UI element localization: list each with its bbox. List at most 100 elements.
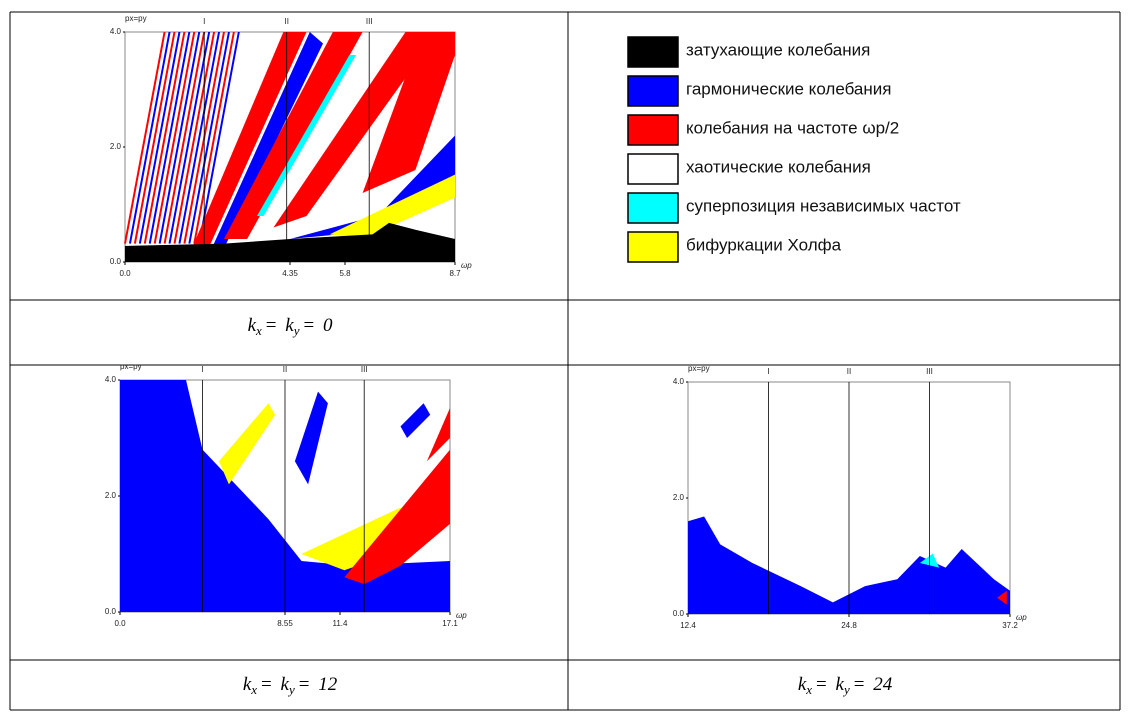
bifurcation-map	[124, 31, 456, 263]
y-tick-label: 2.0	[673, 493, 685, 502]
x-tick-label: 0.0	[114, 619, 126, 628]
stripe	[128, 31, 171, 244]
caption-subscript: y	[287, 682, 295, 697]
table-borders	[9, 11, 1121, 711]
map-region	[997, 590, 1007, 605]
axis-label: px=py	[688, 364, 710, 373]
caption-part: k	[281, 674, 290, 695]
caption-subscript: x	[250, 682, 257, 697]
caption: kx = ky = 24	[798, 674, 893, 697]
stripe	[198, 31, 240, 244]
region-label: II	[284, 17, 288, 26]
caption-part: 0	[323, 315, 333, 336]
y-tick-label: 2.0	[105, 491, 117, 500]
caption-subscript: y	[292, 323, 300, 338]
map-region	[210, 32, 323, 251]
map-region	[191, 32, 307, 251]
y-tick-label: 4.0	[673, 377, 685, 386]
stripe	[188, 31, 230, 244]
x-tick-label: 5.8	[339, 269, 351, 278]
region-label: III	[366, 17, 373, 26]
x-tick-label: 0.0	[119, 269, 131, 278]
x-axis-label: ωp	[456, 611, 467, 620]
caption-part: =	[303, 315, 318, 336]
y-tick-label: 0.0	[673, 609, 685, 618]
caption-subscript: x	[255, 323, 262, 338]
legend-label: хаотические колебания	[686, 157, 871, 176]
map-region	[224, 32, 363, 239]
legend-swatch	[627, 75, 679, 107]
stripe	[124, 31, 166, 244]
caption-part: =	[854, 674, 869, 695]
y-tick-label: 2.0	[110, 142, 122, 151]
x-axis-label: ωp	[461, 261, 472, 270]
stripe	[163, 31, 206, 244]
x-tick-label: 4.35	[282, 269, 298, 278]
x-tick-label: 24.8	[841, 621, 857, 630]
legend-swatch	[627, 114, 679, 146]
caption-subscript: x	[805, 682, 812, 697]
x-tick-label: 37.2	[1002, 621, 1018, 630]
caption-part: k	[248, 315, 257, 336]
caption: kx = ky = 12	[243, 674, 338, 697]
legend-swatch	[627, 231, 679, 263]
caption-part: =	[299, 674, 314, 695]
region-label: III	[926, 367, 933, 376]
stripe	[178, 31, 221, 244]
caption-part: 12	[318, 674, 338, 695]
legend-label: затухающие колебания	[686, 40, 870, 59]
stripe	[138, 31, 181, 244]
x-tick-label: 8.7	[449, 269, 461, 278]
region-label: I	[201, 365, 203, 374]
legend-label: суперпозиция независимых частот	[686, 196, 961, 215]
map-region	[344, 449, 450, 585]
legend-swatch	[627, 153, 679, 185]
map-region	[329, 174, 455, 239]
map-region	[362, 32, 455, 193]
x-tick-label: 8.55	[277, 619, 293, 628]
caption-part: =	[816, 674, 831, 695]
map-region	[273, 32, 439, 228]
caption-part: k	[836, 674, 845, 695]
caption-part: k	[798, 674, 807, 695]
caption-subscript: y	[842, 682, 850, 697]
y-tick-label: 0.0	[110, 257, 122, 266]
legend-swatch	[627, 36, 679, 68]
map-region	[257, 55, 356, 216]
region-label: II	[847, 367, 851, 376]
legend-label: бифуркации Холфа	[686, 235, 842, 254]
region-label: III	[361, 365, 368, 374]
caption-part: =	[261, 674, 276, 695]
x-tick-label: 12.4	[680, 621, 696, 630]
y-tick-label: 0.0	[105, 607, 117, 616]
y-tick-label: 4.0	[105, 375, 117, 384]
stripe	[153, 31, 196, 244]
stripe	[148, 31, 191, 244]
stripe	[168, 31, 211, 244]
map-region	[125, 222, 455, 262]
caption-part: k	[243, 674, 252, 695]
caption-part: 24	[873, 674, 893, 695]
region-label: II	[283, 365, 287, 374]
y-tick-label: 4.0	[110, 27, 122, 36]
axis-label: px=py	[120, 362, 142, 371]
stripe	[158, 31, 201, 244]
map-region	[294, 391, 328, 485]
stripe	[133, 31, 176, 244]
stripe	[193, 31, 235, 244]
map-region	[400, 403, 431, 438]
caption-part: k	[285, 315, 294, 336]
caption: kx = ky = 0	[248, 315, 333, 338]
x-tick-label: 11.4	[333, 619, 349, 628]
region-label: I	[767, 367, 769, 376]
region-label: I	[203, 17, 205, 26]
legend-label: колебания на частоте ωp/2	[686, 118, 899, 137]
axis-label: px=py	[125, 14, 147, 23]
x-tick-label: 17.1	[442, 619, 458, 628]
stripe	[143, 31, 186, 244]
map-region	[219, 403, 276, 485]
map-region	[426, 407, 450, 462]
legend-label: гармонические колебания	[686, 79, 891, 98]
caption-part: =	[266, 315, 281, 336]
